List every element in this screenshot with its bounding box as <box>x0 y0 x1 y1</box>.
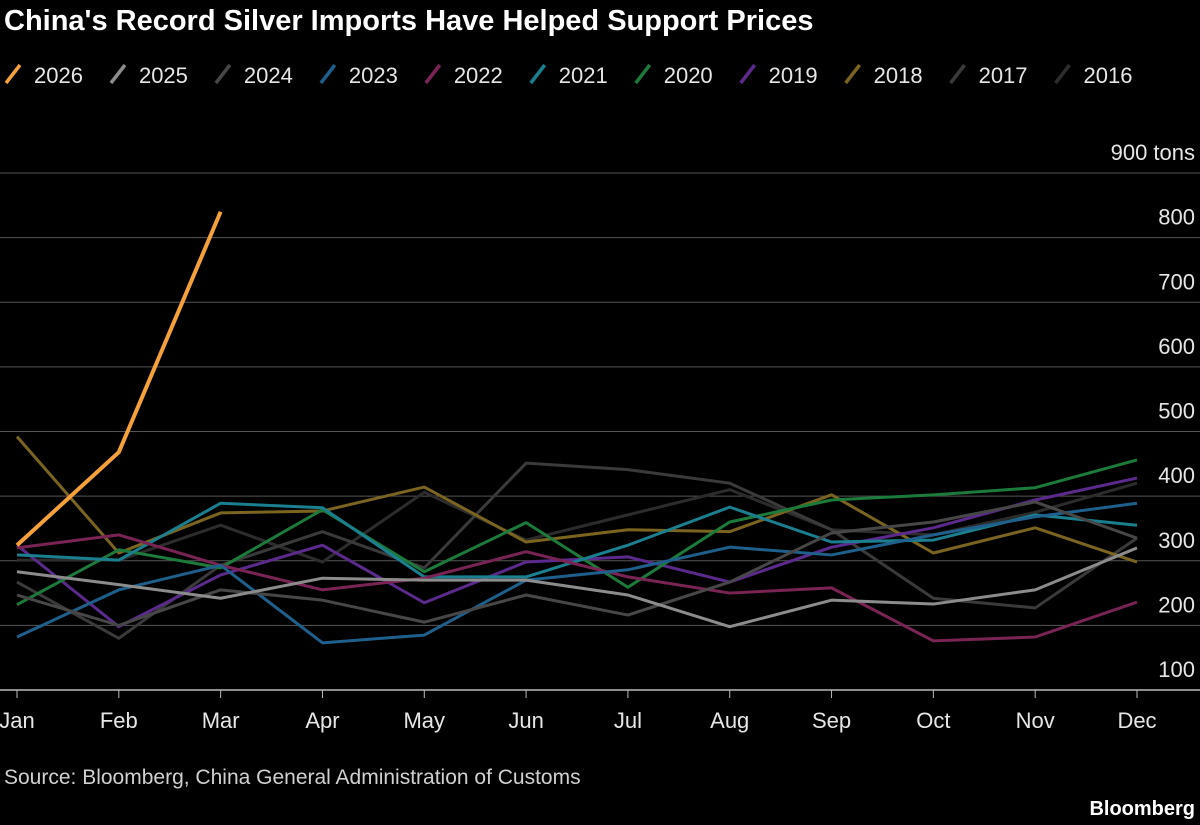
legend-label: 2020 <box>664 63 713 88</box>
x-tick-label: Oct <box>916 708 950 733</box>
legend-label: 2025 <box>139 63 188 88</box>
series-line <box>16 501 1138 645</box>
legend-icon <box>424 63 442 85</box>
y-tick-label: 100 <box>1158 657 1195 682</box>
series-line <box>16 476 1138 629</box>
legend-icon <box>844 63 862 85</box>
series-line <box>15 210 223 547</box>
legend-item: 2020 <box>634 63 713 88</box>
x-tick-label: Mar <box>202 708 240 733</box>
x-tick-label: Aug <box>710 708 749 733</box>
legend-label: 2018 <box>874 63 923 88</box>
y-tick-label: 800 <box>1158 205 1195 230</box>
legend-icon <box>4 63 22 85</box>
legend-label: 2019 <box>769 63 818 88</box>
legend-label: 2022 <box>454 63 503 88</box>
series-line <box>15 435 1138 564</box>
legend-item: 2021 <box>529 63 608 88</box>
x-tick-label: Nov <box>1016 708 1055 733</box>
series-line <box>16 461 1138 640</box>
legend-icon <box>1054 63 1071 85</box>
legend-icon <box>634 63 652 85</box>
legend-label: 2026 <box>34 63 83 88</box>
x-tick-label: Sep <box>812 708 851 733</box>
legend-icon <box>529 63 547 85</box>
legend-item: 2025 <box>109 63 188 88</box>
legend-label: 2023 <box>349 63 398 88</box>
legend-icon <box>949 63 966 85</box>
legend-icon <box>739 63 757 85</box>
source: Source: Bloomberg, China General Adminis… <box>4 766 581 789</box>
x-tick-label: Jun <box>508 708 543 733</box>
legend-item: 2024 <box>214 63 293 88</box>
x-tick-label: May <box>403 708 445 733</box>
chart-title: China's Record Silver Imports Have Helpe… <box>4 5 813 37</box>
brand: Bloomberg <box>1089 798 1195 820</box>
series-line <box>16 533 1138 643</box>
legend-icon <box>319 63 337 85</box>
legend-label: 2016 <box>1084 63 1133 88</box>
legend-item: 2016 <box>1054 63 1133 88</box>
y-tick-label: 500 <box>1158 399 1195 424</box>
x-tick-label: Feb <box>100 708 138 733</box>
legend-item: 2023 <box>319 63 398 88</box>
legend-item: 2017 <box>949 63 1028 88</box>
series-line <box>16 501 1138 579</box>
y-tick-label: 400 <box>1158 463 1195 488</box>
x-tick-label: Jan <box>0 708 35 733</box>
legend-label: 2024 <box>244 63 293 88</box>
legend-item: 2026 <box>4 63 83 88</box>
legend-item: 2018 <box>844 63 923 88</box>
y-tick-label: 300 <box>1158 528 1195 553</box>
x-tick-label: Dec <box>1117 708 1156 733</box>
x-tick-label: Apr <box>305 708 339 733</box>
legend-icon <box>109 63 127 85</box>
series-line <box>16 546 1138 629</box>
legend-label: 2021 <box>559 63 608 88</box>
x-tick-label: Jul <box>614 708 642 733</box>
y-tick-label: 200 <box>1158 592 1195 617</box>
legend-item: 2019 <box>739 63 818 88</box>
y-tick-label: 900 tons <box>1111 140 1195 165</box>
legend-label: 2017 <box>979 63 1028 88</box>
series-line <box>16 458 1138 607</box>
legend-icon <box>214 63 232 85</box>
legend-item: 2022 <box>424 63 503 88</box>
y-tick-label: 700 <box>1158 269 1195 294</box>
y-tick-label: 600 <box>1158 334 1195 359</box>
